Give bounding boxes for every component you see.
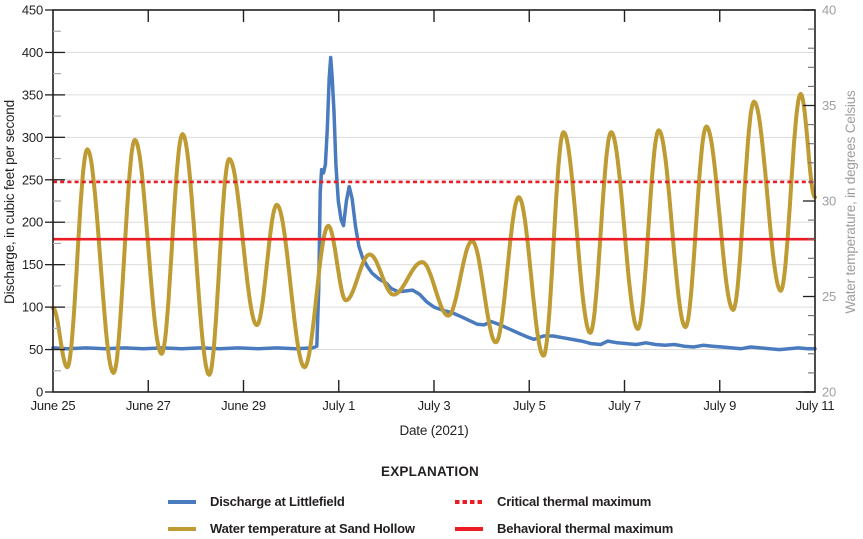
left-axis-tick-label: 0 [36, 385, 43, 400]
left-axis-tick-label: 50 [29, 342, 43, 357]
legend-title: EXPLANATION [381, 464, 479, 479]
right-axis-tick-label: 30 [822, 194, 836, 209]
left-axis-tick-label: 450 [22, 3, 43, 18]
legend-label: Water temperature at Sand Hollow [210, 521, 415, 536]
temperature-line [51, 92, 817, 377]
x-axis-tick-label: July 3 [418, 398, 451, 413]
left-axis-tick-label: 250 [22, 172, 43, 187]
x-axis-tick-label: June 27 [126, 398, 171, 413]
right-axis-title: Water temperature, in degrees Celsius [843, 90, 858, 314]
x-axis-tick-label: July 1 [322, 398, 355, 413]
x-axis-tick-label: July 7 [608, 398, 641, 413]
chart-canvas: 0 50 100 150 200 250 300 350 400 450 20 25 30 35 40 Jun… [22, 3, 836, 414]
left-axis-tick-label: 100 [22, 300, 43, 315]
x-axis-tick-label: June 29 [221, 398, 266, 413]
left-axis-tick-label: 350 [22, 87, 43, 102]
legend-label: Discharge at Littlefield [210, 494, 345, 509]
legend-label: Critical thermal maximum [497, 494, 652, 509]
x-axis-tick-label: July 11 [796, 398, 835, 413]
left-axis-tick-label: 200 [22, 215, 43, 230]
temperature-line-swatch [168, 527, 196, 531]
x-axis-tick-label: July 9 [703, 398, 736, 413]
left-axis-tick-label: 150 [22, 257, 43, 272]
legend-label: Behavioral thermal maximum [497, 521, 674, 536]
right-axis-tick-label: 35 [822, 98, 836, 113]
x-axis-tick-label: June 25 [31, 398, 76, 413]
right-axis-tick-label: 40 [822, 3, 836, 18]
discharge-line [51, 55, 817, 352]
left-axis-tick-label: 400 [22, 45, 43, 60]
right-axis-tick-label: 25 [822, 289, 836, 304]
right-axis-tick-label: 20 [822, 385, 836, 400]
x-axis-tick-label: July 5 [513, 398, 546, 413]
behavioral-maximum-swatch [455, 527, 483, 531]
x-axis-title: Date (2021) [399, 423, 469, 438]
critical-maximum-swatch [455, 500, 483, 504]
left-axis-title: Discharge, in cubic feet per second [2, 100, 17, 304]
discharge-line-swatch [168, 500, 196, 504]
left-axis-tick-label: 300 [22, 130, 43, 145]
